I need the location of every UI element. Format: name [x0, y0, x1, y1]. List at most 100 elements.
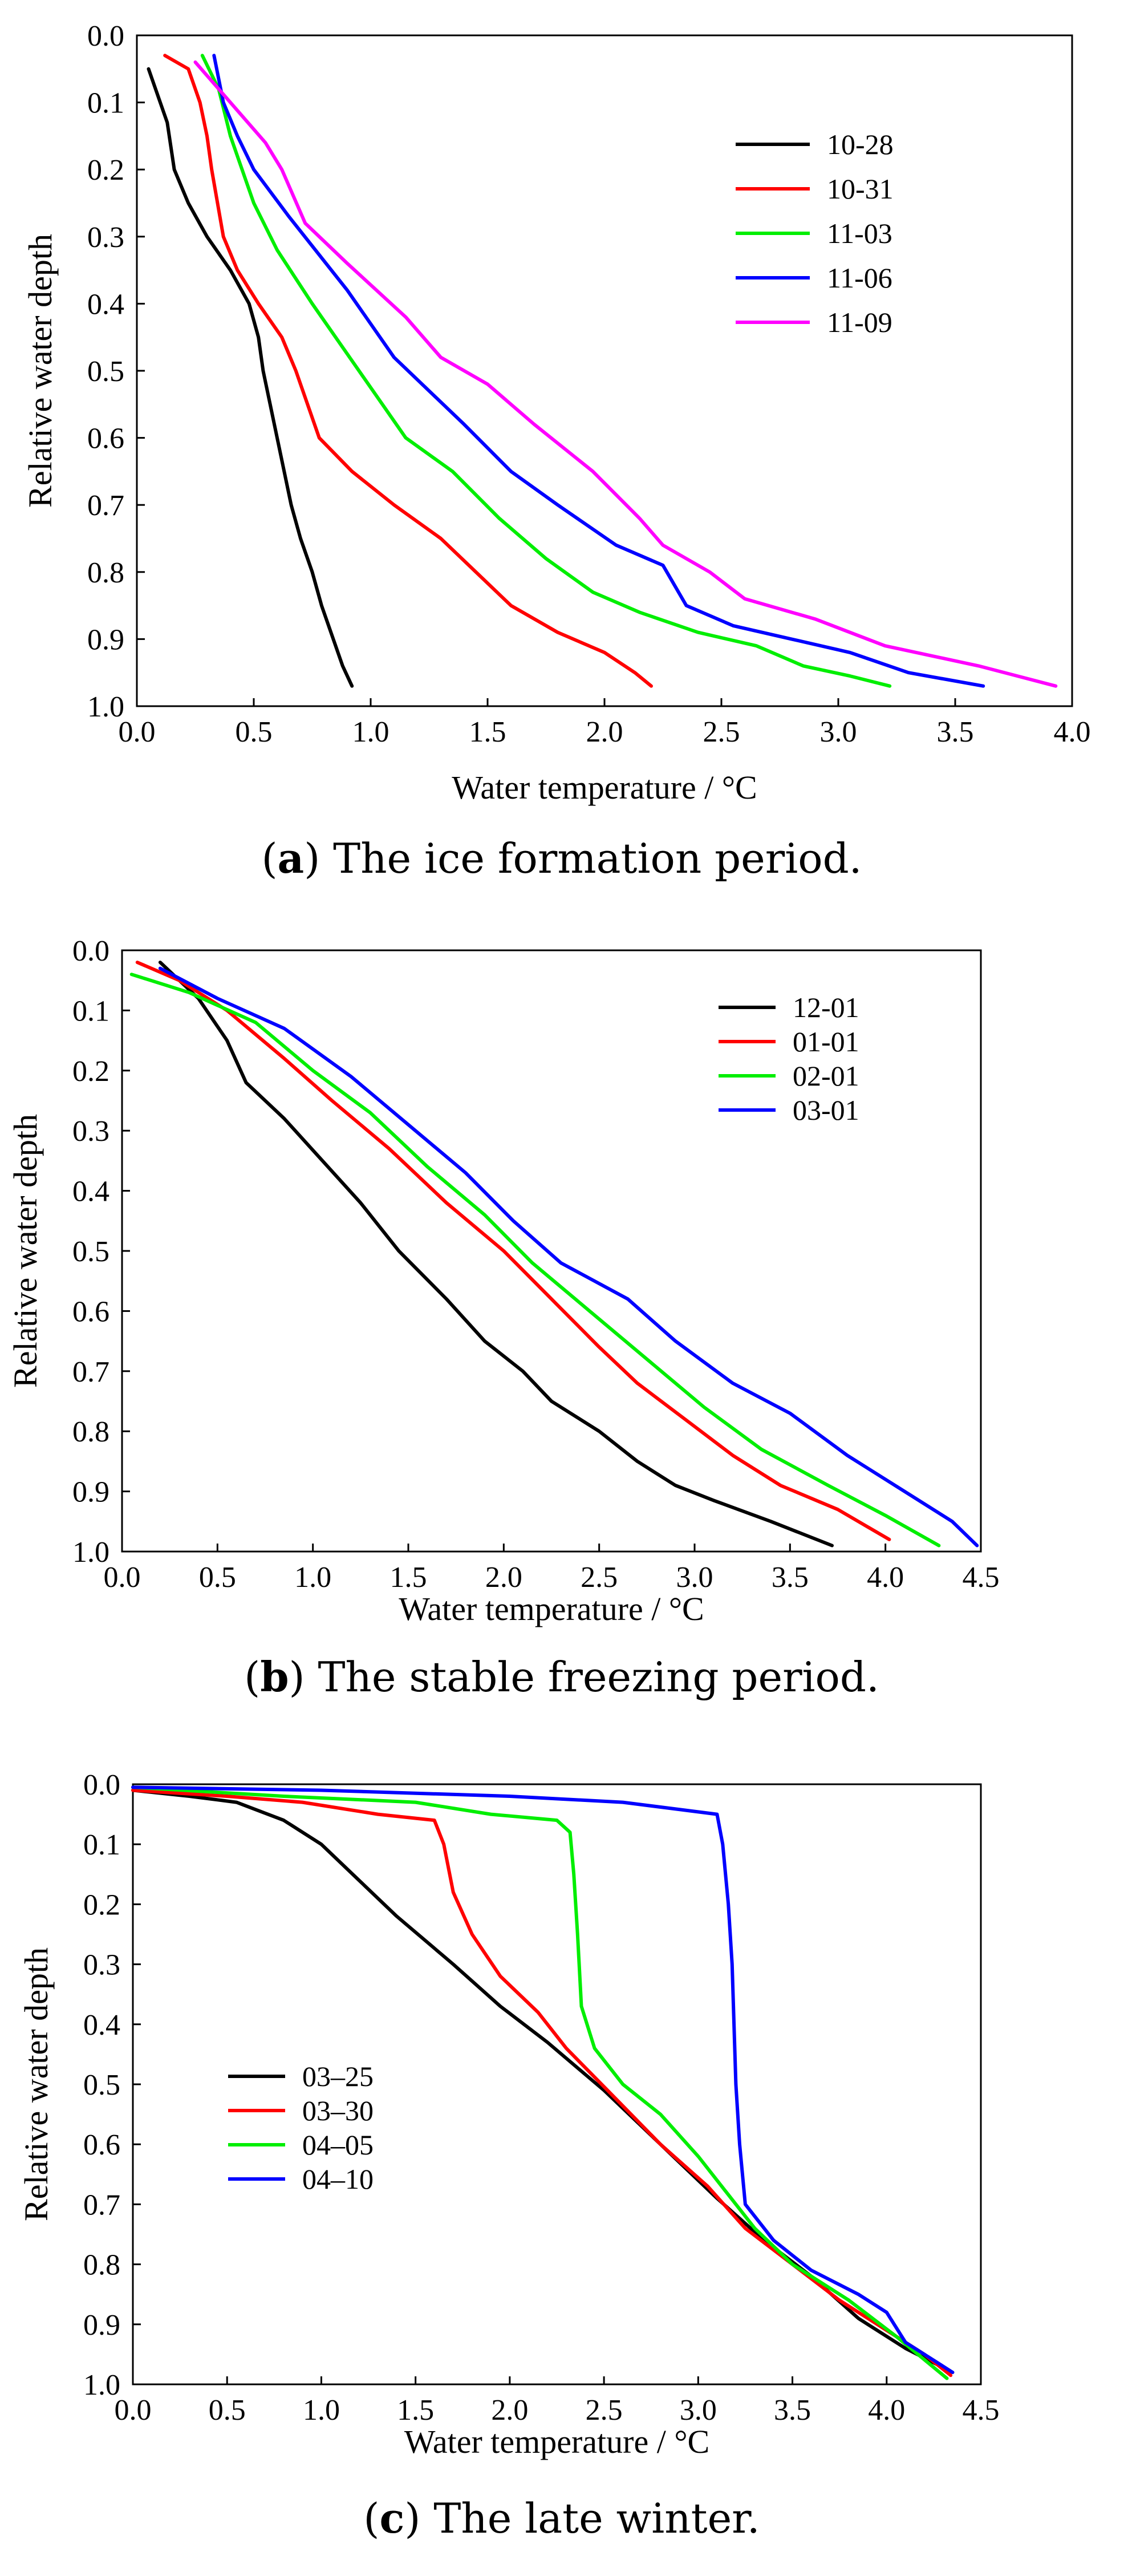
x-tick-label: 4.5	[963, 1561, 1000, 1594]
x-tick-label: 1.5	[390, 1561, 427, 1594]
legend-label: 01-01	[793, 1026, 859, 1058]
y-tick-label: 1.0	[83, 2369, 120, 2401]
x-tick-label: 1.5	[469, 716, 506, 748]
y-tick-label: 0.9	[87, 623, 124, 656]
series-line-11-03	[200, 54, 892, 688]
x-tick-label: 4.0	[867, 1561, 904, 1594]
series-line-12-01	[158, 961, 834, 1548]
y-tick-label: 0.3	[87, 221, 124, 254]
x-tick-label: 3.0	[820, 716, 857, 748]
y-tick-label: 0.5	[83, 2069, 120, 2101]
x-tick-label: 3.5	[937, 716, 974, 748]
panel-caption: (a) The ice formation period.	[261, 834, 862, 882]
series-line-04–05	[131, 1785, 949, 2380]
series-line-02-01	[129, 973, 941, 1548]
series-line-10-31	[163, 54, 653, 688]
x-tick-label: 0.5	[209, 2394, 246, 2427]
series-line-03–30	[131, 1788, 953, 2377]
y-tick-label: 0.4	[87, 288, 124, 321]
legend-label: 02-01	[793, 1060, 859, 1092]
legend-label: 11-09	[827, 306, 892, 338]
plot-frame	[136, 34, 1073, 707]
legend-label: 03-01	[793, 1094, 859, 1126]
series-line-03-01	[158, 966, 979, 1548]
x-tick-label: 2.5	[586, 2394, 623, 2427]
y-axis-label: Relative water depth	[22, 234, 59, 508]
x-tick-label: 0.5	[199, 1561, 236, 1594]
x-tick-label: 3.5	[774, 2394, 811, 2427]
y-tick-label: 0.9	[72, 1476, 109, 1509]
x-tick-label: 1.0	[303, 2394, 340, 2427]
series-line-11-09	[193, 60, 1058, 688]
y-tick-label: 0.5	[87, 355, 124, 388]
y-tick-label: 0.6	[72, 1295, 109, 1328]
x-tick-label: 1.5	[397, 2394, 434, 2427]
plot-frame	[132, 1783, 982, 2385]
y-tick-label: 0.3	[83, 1949, 120, 1982]
y-tick-label: 0.6	[87, 423, 124, 455]
y-axis-label: Relative water depth	[7, 1114, 44, 1388]
x-tick-label: 4.5	[963, 2394, 1000, 2427]
y-tick-label: 0.8	[83, 2249, 120, 2282]
x-tick-label: 0.0	[104, 1561, 141, 1594]
series-line-03–25	[131, 1788, 955, 2374]
x-tick-label: 4.0	[1054, 716, 1091, 748]
legend-label: 04–10	[302, 2163, 374, 2195]
y-tick-label: 0.8	[87, 557, 124, 589]
x-tick-label: 3.5	[772, 1561, 809, 1594]
series-line-04–10	[131, 1785, 955, 2374]
chart-panel-b: 0.0 0.5 1.0 1.5 2.0 2.5 3.0 3.5 4.0 4.5 0.0 0.1 0.2 0…	[7, 935, 1000, 1701]
x-tick-label: 0.0	[115, 2394, 152, 2427]
panel-letter: b	[260, 1652, 289, 1701]
legend-label: 03–30	[302, 2095, 374, 2127]
series-line-10-28	[147, 67, 354, 688]
y-tick-label: 0.2	[87, 154, 124, 187]
x-tick-label: 2.5	[703, 716, 740, 748]
panel-caption: (b) The stable freezing period.	[244, 1652, 879, 1701]
panel-letter: c	[380, 2494, 405, 2542]
y-tick-label: 1.0	[87, 691, 124, 723]
panel-caption: (c) The late winter.	[363, 2494, 760, 2542]
x-tick-label: 0.0	[119, 716, 156, 748]
chart-panel-c: 0.0 0.5 1.0 1.5 2.0 2.5 3.0 3.5 4.0 4.5 0.0 0.1 0.2 0…	[18, 1769, 1000, 2542]
y-tick-label: 0.7	[87, 489, 124, 522]
x-tick-label: 2.0	[586, 716, 623, 748]
x-tick-label: 0.5	[236, 716, 273, 748]
y-axis-label: Relative water depth	[18, 1947, 55, 2221]
y-tick-label: 0.2	[83, 1889, 120, 1921]
y-tick-label: 1.0	[72, 1536, 109, 1569]
legend-label: 12-01	[793, 991, 859, 1023]
series-line-01-01	[135, 961, 891, 1541]
chart-panel-a: 0.0 0.5 1.0 1.5 2.0 2.5 3.0 3.5 4.0 0.0 0.1 0.2 0.3 0…	[22, 20, 1091, 882]
x-tick-label: 4.0	[868, 2394, 905, 2427]
x-tick-label: 2.5	[581, 1561, 618, 1594]
y-tick-label: 0.1	[87, 87, 124, 120]
y-tick-label: 0.7	[72, 1356, 109, 1388]
x-axis-label: Water temperature / °C	[452, 769, 757, 806]
x-tick-label: 3.0	[680, 2394, 717, 2427]
x-tick-label: 1.0	[352, 716, 389, 748]
panel-letter: a	[278, 834, 305, 882]
x-axis-label: Water temperature / °C	[399, 1590, 704, 1627]
legend-label: 10-28	[827, 128, 894, 160]
y-tick-label: 0.7	[83, 2189, 120, 2221]
x-tick-label: 2.0	[485, 1561, 522, 1594]
y-tick-label: 0.4	[72, 1176, 109, 1208]
y-tick-label: 0.0	[72, 935, 109, 967]
y-tick-label: 0.5	[72, 1236, 109, 1268]
y-tick-label: 0.8	[72, 1416, 109, 1448]
x-axis-label: Water temperature / °C	[404, 2423, 709, 2460]
x-tick-label: 3.0	[676, 1561, 713, 1594]
legend: 10-28 10-31 11-03 11-06 11-09	[736, 128, 894, 338]
legend-label: 11-06	[827, 262, 892, 294]
legend-label: 03–25	[302, 2060, 374, 2092]
y-tick-label: 0.2	[72, 1055, 109, 1088]
y-tick-label: 0.3	[72, 1115, 109, 1148]
y-tick-label: 0.4	[83, 2009, 120, 2042]
x-tick-label: 1.0	[294, 1561, 331, 1594]
y-tick-label: 0.1	[83, 1829, 120, 1861]
legend-label: 11-03	[827, 217, 892, 249]
